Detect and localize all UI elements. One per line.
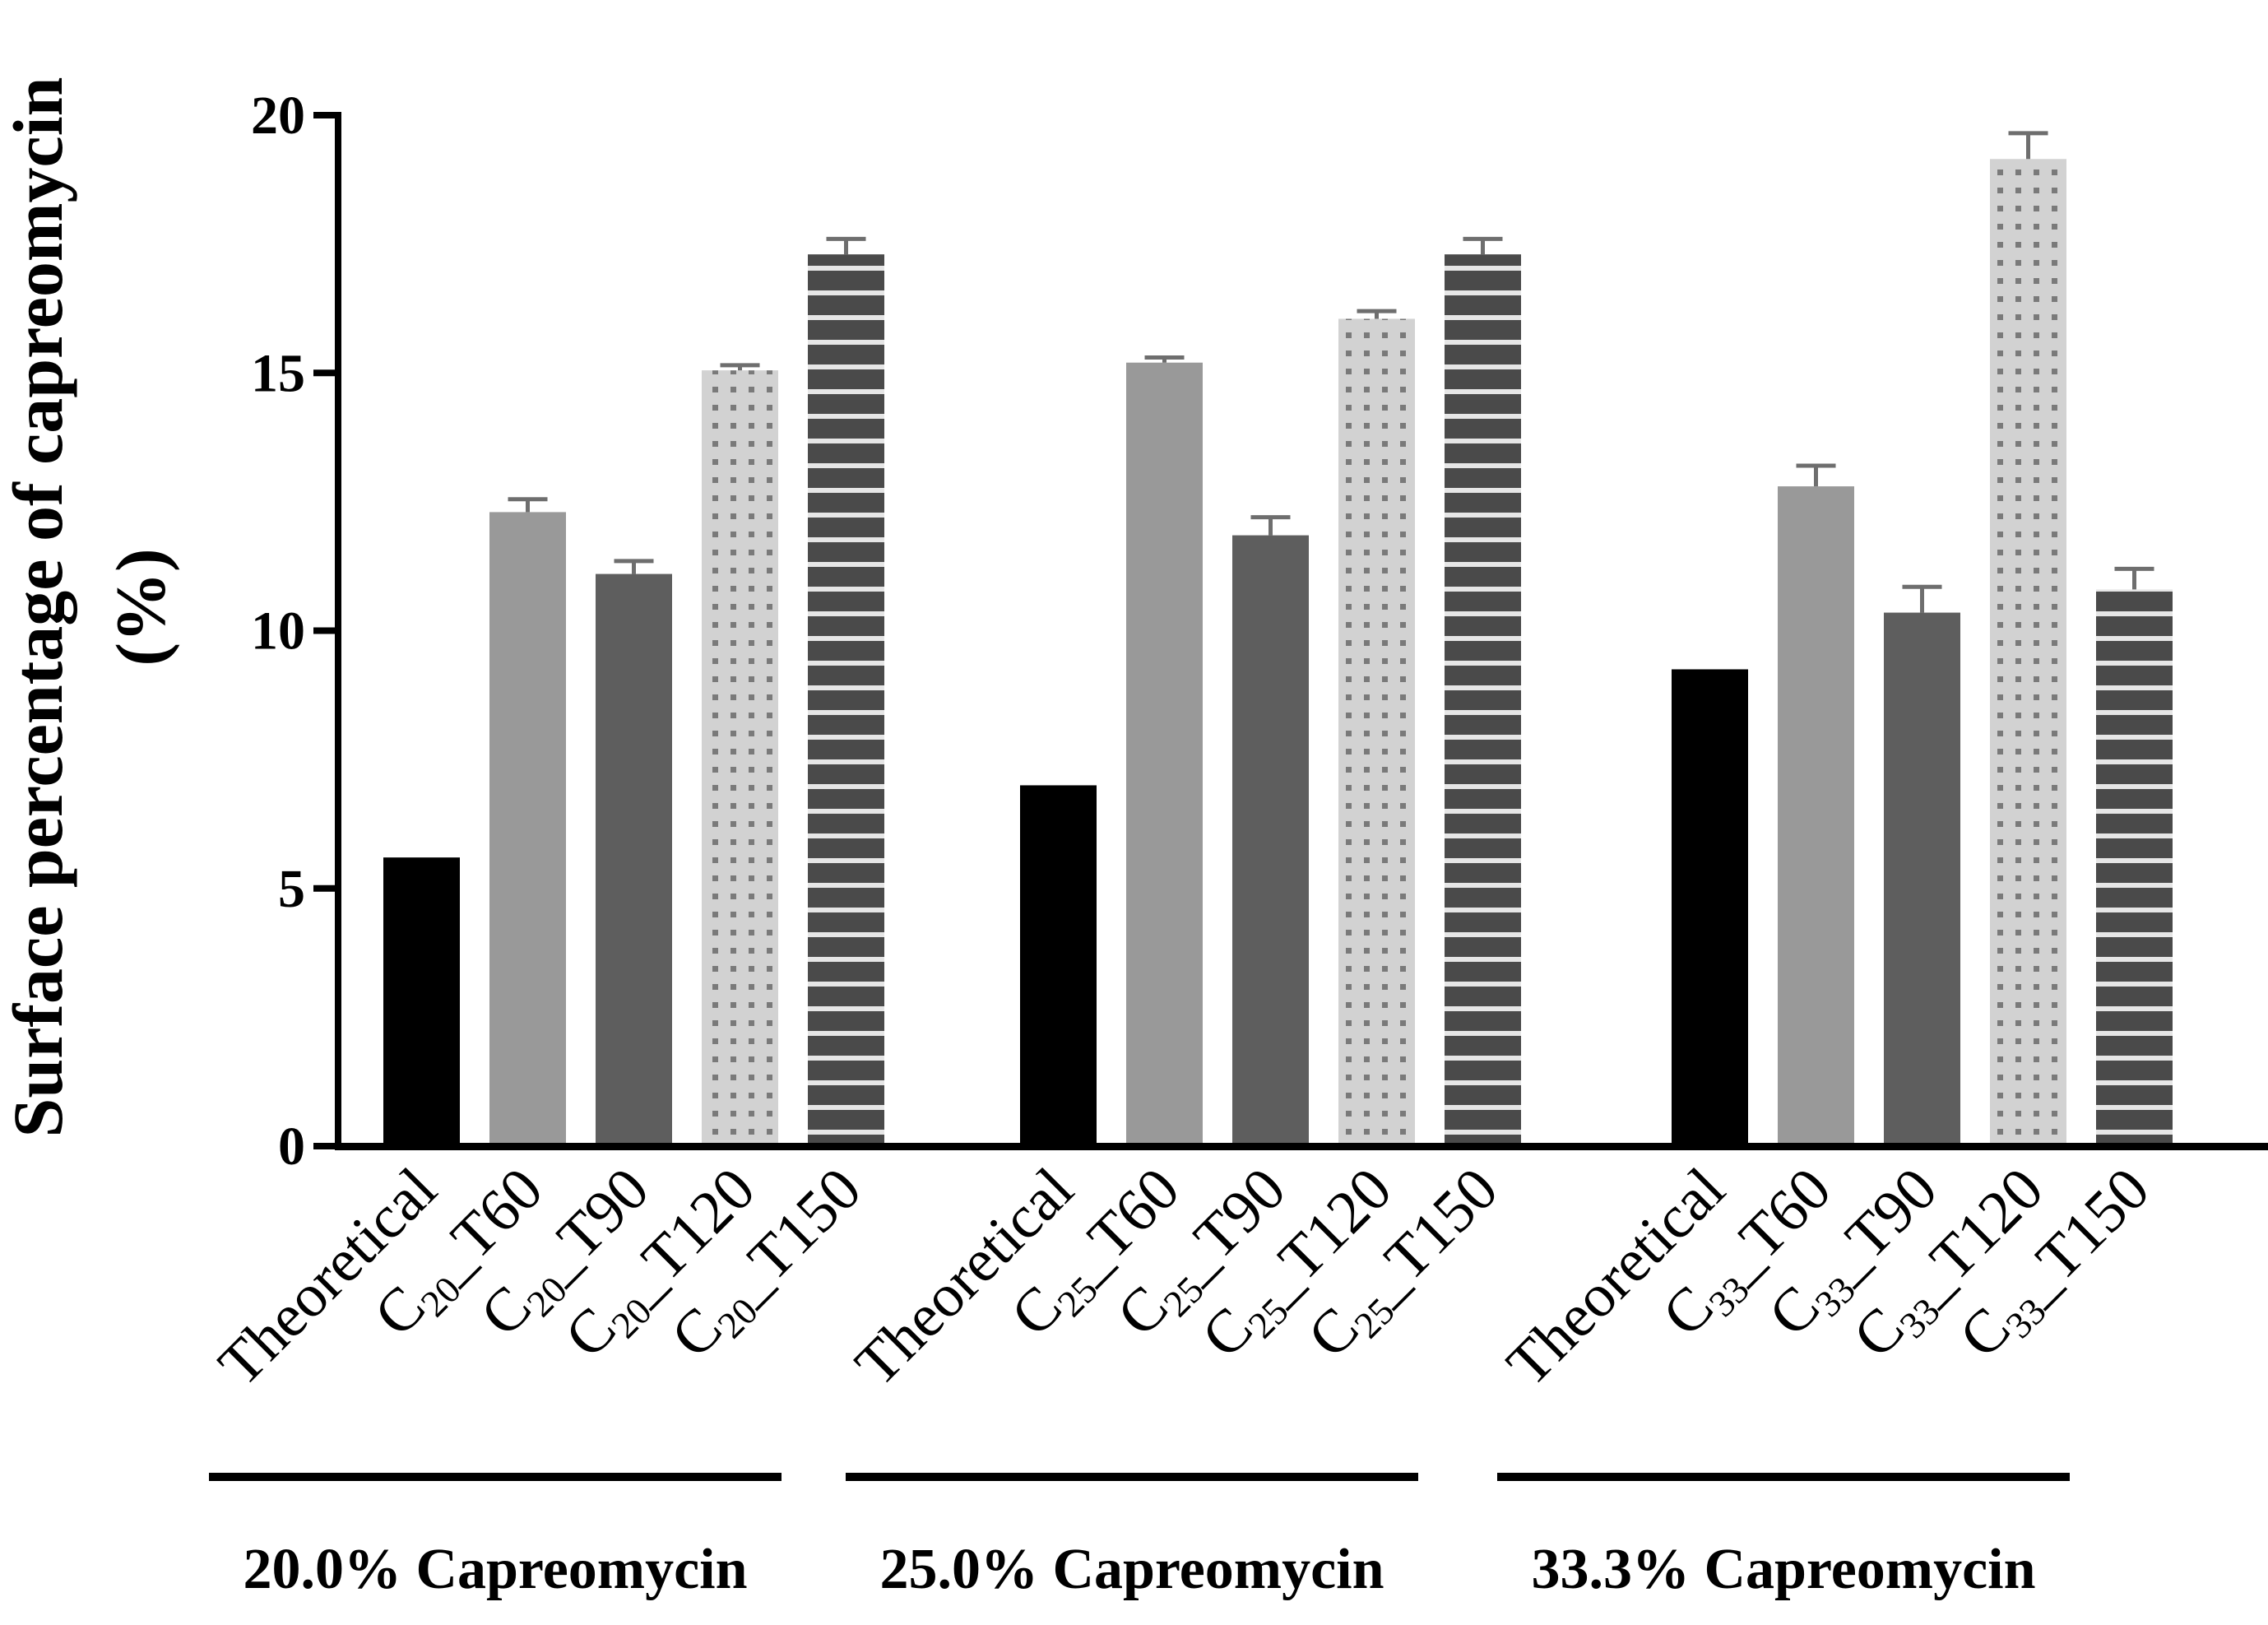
bar-theoretical-g2 <box>1020 785 1097 1146</box>
error-bars <box>508 131 2154 613</box>
bar-c20-t120-g1 <box>702 370 778 1146</box>
group-underline <box>1497 1473 2070 1481</box>
group-underline <box>209 1473 782 1481</box>
category-label: Theoretical <box>206 1155 449 1399</box>
bar-theoretical-g3 <box>1672 669 1748 1146</box>
y-tick-label: 20 <box>251 86 305 146</box>
bar-c20-t60-g1 <box>489 512 566 1146</box>
bars <box>383 159 2173 1147</box>
error-bar <box>1463 236 1503 255</box>
error-bar <box>1357 309 1397 319</box>
bar-theoretical-g1 <box>383 857 460 1146</box>
bar-c20-t90-g1 <box>596 573 672 1146</box>
x-axis-line <box>335 1143 2268 1150</box>
error-bar <box>1796 463 1836 487</box>
error-bar <box>2114 566 2154 590</box>
y-axis-line <box>335 112 341 1149</box>
y-axis-title: Surface percentage of capreomycin (%) <box>0 77 180 1138</box>
y-tick-label: 15 <box>251 343 305 403</box>
error-bar <box>826 236 866 255</box>
y-tick-label: 0 <box>278 1117 305 1177</box>
bar-c25-t120-g2 <box>1338 318 1415 1146</box>
error-bar <box>1144 355 1185 363</box>
bar-c33-t150-g3 <box>2096 589 2173 1146</box>
error-bar <box>1902 584 1942 613</box>
group-label: 20.0% Capreomycin <box>243 1538 747 1601</box>
error-bar <box>1250 515 1291 536</box>
error-bar <box>508 497 548 513</box>
bar-c25-t150-g2 <box>1445 254 1521 1146</box>
y-tick-label: 5 <box>278 859 305 919</box>
bar-c20-t150-g1 <box>808 254 884 1146</box>
error-bar <box>614 559 654 574</box>
group-underline <box>846 1473 1418 1481</box>
error-bar <box>720 363 760 371</box>
bar-c25-t60-g2 <box>1126 362 1203 1147</box>
bar-c25-t90-g2 <box>1232 535 1309 1146</box>
group-labels: 20.0% Capreomycin 25.0% Capreomycin 33.3% … <box>209 1473 2070 1601</box>
bar-c33-t90-g3 <box>1884 612 1960 1146</box>
axes <box>335 112 2268 1150</box>
bar-c33-t120-g3 <box>1990 159 2066 1147</box>
y-tick-label: 10 <box>251 601 305 662</box>
y-axis-title-line2: (%) <box>101 548 180 666</box>
y-axis-title-line1: Surface percentage of capreomycin <box>0 77 77 1138</box>
category-labels: TheoreticalC20_T60C20_T90C20_T120C20_T15… <box>206 1155 2162 1399</box>
group-label: 33.3% Capreomycin <box>1531 1538 2035 1601</box>
y-axis-ticks: 0 5 10 15 20 <box>251 86 338 1177</box>
group-label: 25.0% Capreomycin <box>879 1538 1384 1601</box>
category-label: Theoretical <box>842 1155 1086 1399</box>
error-bar <box>2008 131 2048 160</box>
bar-c33-t60-g3 <box>1778 486 1854 1146</box>
category-label: Theoretical <box>1494 1155 1737 1399</box>
